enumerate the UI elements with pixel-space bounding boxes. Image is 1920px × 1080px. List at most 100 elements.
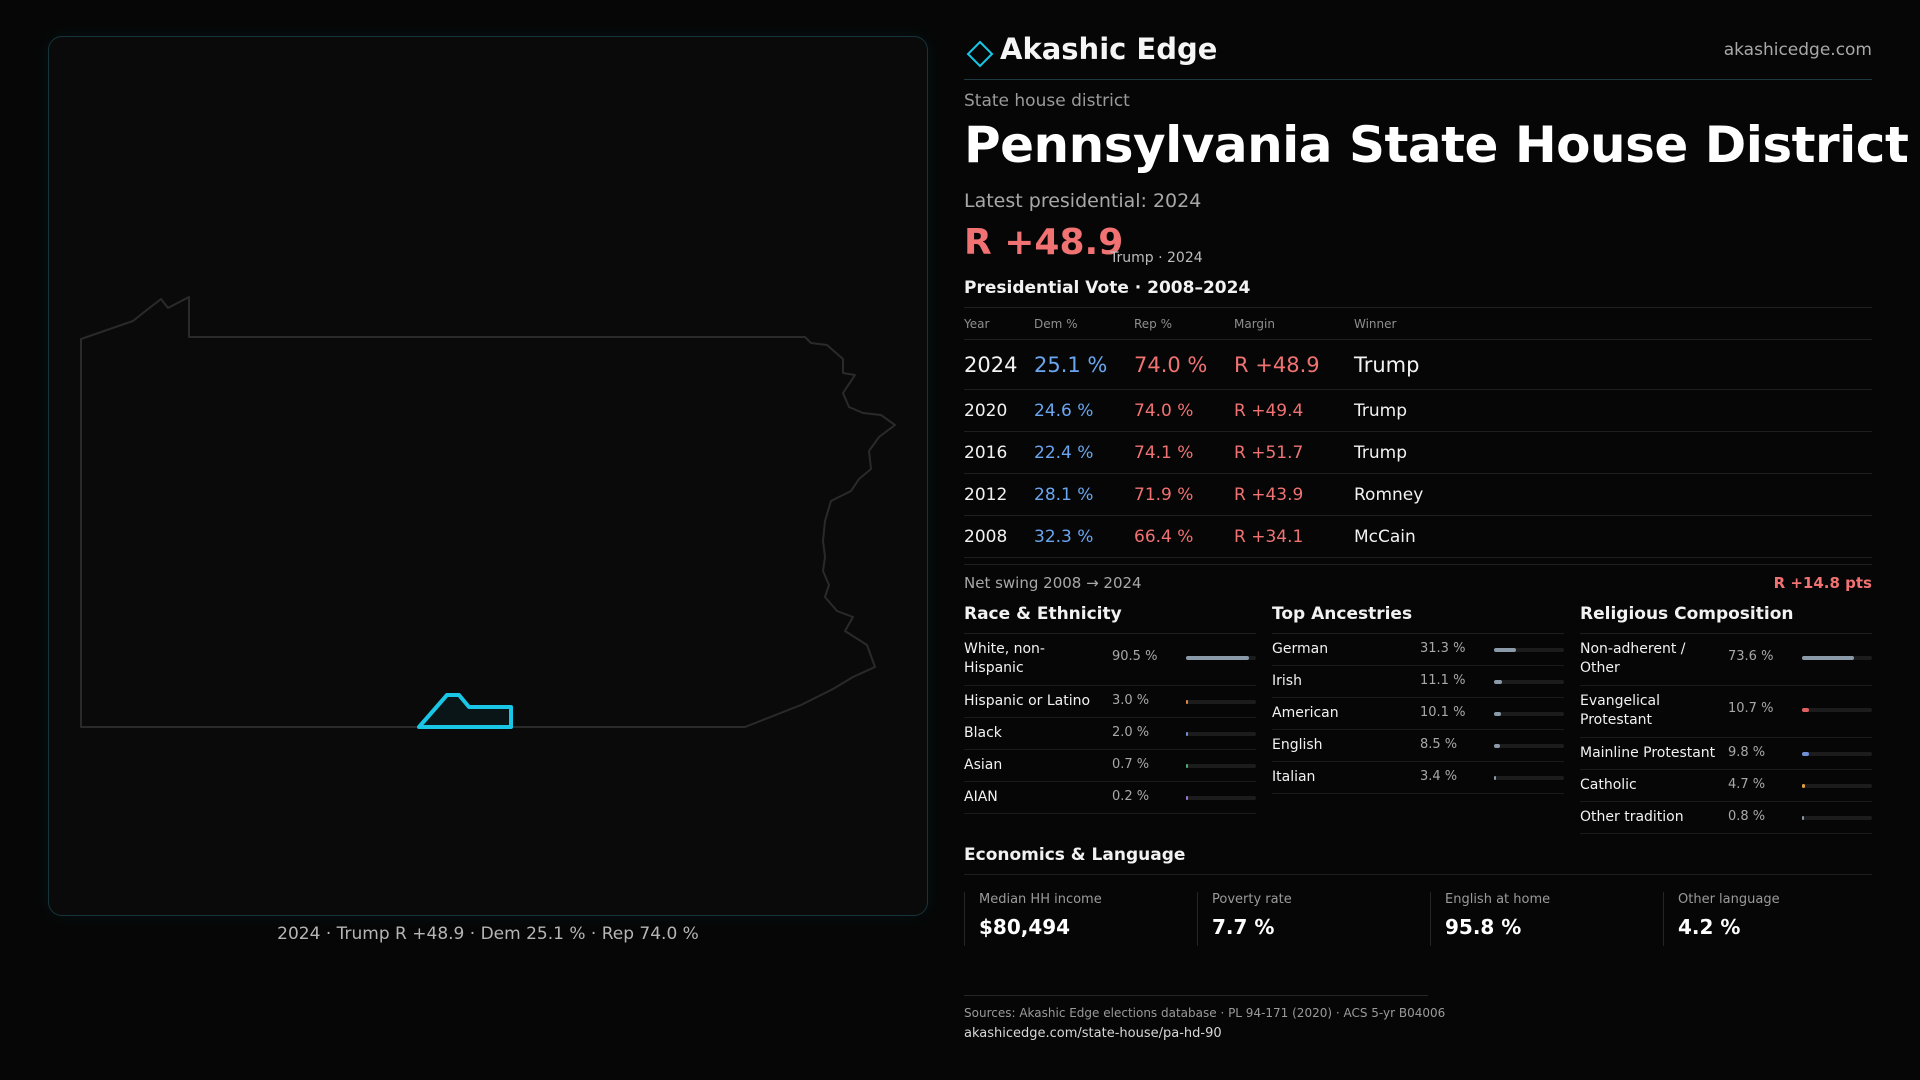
row-rep: 66.4 % bbox=[1134, 527, 1194, 547]
share-bar-fill bbox=[1802, 752, 1809, 756]
demo-row: German 31.3 % bbox=[1272, 634, 1564, 666]
demo-label: White, non-Hispanic bbox=[964, 641, 1045, 676]
row-dem: 28.1 % bbox=[1034, 485, 1094, 505]
demo-row: AIAN 0.2 % bbox=[964, 782, 1256, 814]
row-rep: 74.1 % bbox=[1134, 443, 1194, 463]
econ-card-value: 7.7 % bbox=[1212, 915, 1275, 939]
demo-value: 8.5 % bbox=[1420, 737, 1458, 752]
share-bar-fill bbox=[1186, 732, 1188, 736]
econ-card-value: 95.8 % bbox=[1445, 915, 1522, 939]
column-header-year: Year bbox=[964, 317, 990, 331]
share-bar bbox=[1802, 708, 1872, 712]
demo-label: Non-adherent / Other bbox=[1580, 641, 1686, 676]
row-margin: R +49.4 bbox=[1234, 401, 1304, 421]
brand-name[interactable]: Akashic Edge bbox=[1000, 32, 1218, 66]
ancestry-title: Top Ancestries bbox=[1272, 602, 1564, 634]
demo-row: Catholic 4.7 % bbox=[1580, 770, 1872, 802]
row-year: 2008 bbox=[964, 527, 1008, 547]
demo-row: Asian 0.7 % bbox=[964, 750, 1256, 782]
row-dem: 25.1 % bbox=[1034, 353, 1108, 377]
demo-label: Asian bbox=[964, 757, 1003, 773]
share-bar-fill bbox=[1802, 656, 1854, 660]
row-dem: 32.3 % bbox=[1034, 527, 1094, 547]
demo-label: Mainline Protestant bbox=[1580, 745, 1716, 761]
share-bar-fill bbox=[1802, 784, 1806, 788]
row-winner: Trump bbox=[1354, 401, 1408, 421]
district-90-shape[interactable] bbox=[417, 693, 513, 729]
share-bar-fill bbox=[1186, 764, 1188, 768]
demo-row: Black 2.0 % bbox=[964, 718, 1256, 750]
religion-section: Religious Composition Non-adherent / Oth… bbox=[1580, 602, 1872, 834]
demo-value: 3.4 % bbox=[1420, 769, 1458, 784]
brand-url[interactable]: akashicedge.com bbox=[1723, 40, 1872, 60]
econ-card-other-language: Other language 4.2 % bbox=[1663, 892, 1885, 946]
demo-value: 0.2 % bbox=[1112, 789, 1150, 804]
row-dem: 24.6 % bbox=[1034, 401, 1094, 421]
row-winner: Trump bbox=[1354, 443, 1408, 463]
econ-card-label: Other language bbox=[1678, 892, 1780, 907]
net-swing: Net swing 2008 → 2024 R +14.8 pts bbox=[964, 564, 1872, 594]
demo-value: 73.6 % bbox=[1728, 649, 1774, 664]
row-margin: R +34.1 bbox=[1234, 527, 1304, 547]
table-row: 2016 22.4 % 74.1 % R +51.7 Trump bbox=[964, 432, 1872, 474]
column-header-winner: Winner bbox=[1354, 317, 1397, 331]
sources-note: Sources: Akashic Edge elections database… bbox=[964, 1006, 1446, 1020]
share-bar-fill bbox=[1494, 680, 1502, 684]
share-bar bbox=[1494, 648, 1564, 652]
demo-value: 90.5 % bbox=[1112, 649, 1158, 664]
demo-value: 31.3 % bbox=[1420, 641, 1466, 656]
demo-label: Other tradition bbox=[1580, 809, 1684, 825]
demo-label: Italian bbox=[1272, 769, 1316, 785]
demo-row: English 8.5 % bbox=[1272, 730, 1564, 762]
econ-card-label: Poverty rate bbox=[1212, 892, 1292, 907]
demo-value: 11.1 % bbox=[1420, 673, 1466, 688]
latest-margin-note: Trump · 2024 bbox=[1110, 250, 1203, 266]
demo-label: Catholic bbox=[1580, 777, 1637, 793]
demo-row: White, non-Hispanic 90.5 % bbox=[964, 634, 1256, 686]
row-year: 2024 bbox=[964, 353, 1018, 377]
table-header: Year Dem % Rep % Margin Winner bbox=[964, 308, 1872, 340]
share-bar bbox=[1186, 656, 1256, 660]
demo-label: AIAN bbox=[964, 789, 998, 805]
demo-value: 4.7 % bbox=[1728, 777, 1766, 792]
demo-value: 2.0 % bbox=[1112, 725, 1150, 740]
page-title: Pennsylvania State House District 90 bbox=[964, 116, 1920, 174]
share-bar bbox=[1494, 680, 1564, 684]
district-map-panel[interactable] bbox=[48, 36, 928, 916]
share-bar-fill bbox=[1494, 776, 1497, 780]
demo-label: American bbox=[1272, 705, 1339, 721]
race-ethnicity-title: Race & Ethnicity bbox=[964, 602, 1256, 634]
diamond-outline-icon bbox=[966, 40, 994, 68]
demo-value: 0.7 % bbox=[1112, 757, 1150, 772]
share-bar-fill bbox=[1494, 712, 1502, 716]
demo-label: Irish bbox=[1272, 673, 1302, 689]
latest-margin: R +48.9 bbox=[964, 222, 1124, 263]
demo-label: German bbox=[1272, 641, 1329, 657]
permalink[interactable]: akashicedge.com/state-house/pa-hd-90 bbox=[964, 1026, 1222, 1041]
share-bar bbox=[1186, 732, 1256, 736]
brand-header: Akashic Edge akashicedge.com bbox=[964, 30, 1872, 80]
district-kind: State house district bbox=[964, 91, 1130, 111]
row-margin: R +43.9 bbox=[1234, 485, 1304, 505]
demo-row: Non-adherent / Other 73.6 % bbox=[1580, 634, 1872, 686]
econ-card-income: Median HH income $80,494 bbox=[964, 892, 1186, 946]
demo-row: Irish 11.1 % bbox=[1272, 666, 1564, 698]
share-bar bbox=[1494, 776, 1564, 780]
demo-value: 3.0 % bbox=[1112, 693, 1150, 708]
share-bar bbox=[1494, 712, 1564, 716]
demo-value: 10.7 % bbox=[1728, 701, 1774, 716]
share-bar bbox=[1186, 700, 1256, 704]
presidential-table-title: Presidential Vote · 2008–2024 bbox=[964, 278, 1251, 298]
share-bar-fill bbox=[1186, 796, 1188, 800]
footer-divider bbox=[964, 995, 1428, 996]
econ-card-poverty: Poverty rate 7.7 % bbox=[1197, 892, 1419, 946]
econ-card-value: $80,494 bbox=[979, 915, 1071, 939]
row-margin: R +48.9 bbox=[1234, 353, 1320, 377]
share-bar bbox=[1494, 744, 1564, 748]
race-ethnicity-section: Race & Ethnicity White, non-Hispanic 90.5… bbox=[964, 602, 1256, 814]
share-bar bbox=[1186, 764, 1256, 768]
demo-label: Black bbox=[964, 725, 1002, 741]
row-rep: 71.9 % bbox=[1134, 485, 1194, 505]
row-year: 2020 bbox=[964, 401, 1008, 421]
row-year: 2012 bbox=[964, 485, 1008, 505]
